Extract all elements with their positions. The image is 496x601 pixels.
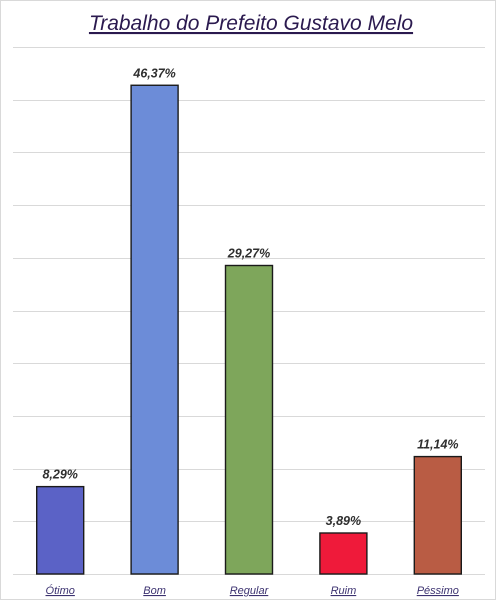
- data-label: 46,37%: [132, 66, 175, 80]
- bar: [413, 455, 462, 575]
- bar: [224, 264, 274, 575]
- category-label: Péssimo: [417, 585, 459, 597]
- data-label: 11,14%: [417, 438, 458, 452]
- chart-title: Trabalho do Prefeito Gustavo Melo: [89, 12, 413, 35]
- data-label: 3,89%: [326, 514, 361, 528]
- bar: [130, 84, 179, 575]
- value-labels: 8,29% 46,37% 29,27% 3,89% 11,14%: [42, 66, 458, 528]
- bar: [319, 532, 368, 575]
- category-label: Bom: [143, 585, 166, 597]
- bars: [36, 84, 462, 575]
- category-label: Regular: [230, 585, 270, 597]
- category-label: Ruim: [331, 585, 357, 597]
- data-label: 8,29%: [42, 468, 77, 482]
- category-label: Ótimo: [46, 584, 75, 597]
- category-labels: Ótimo Bom Regular Ruim Péssimo: [46, 584, 459, 597]
- bar: [36, 485, 85, 575]
- data-label: 29,27%: [227, 246, 270, 260]
